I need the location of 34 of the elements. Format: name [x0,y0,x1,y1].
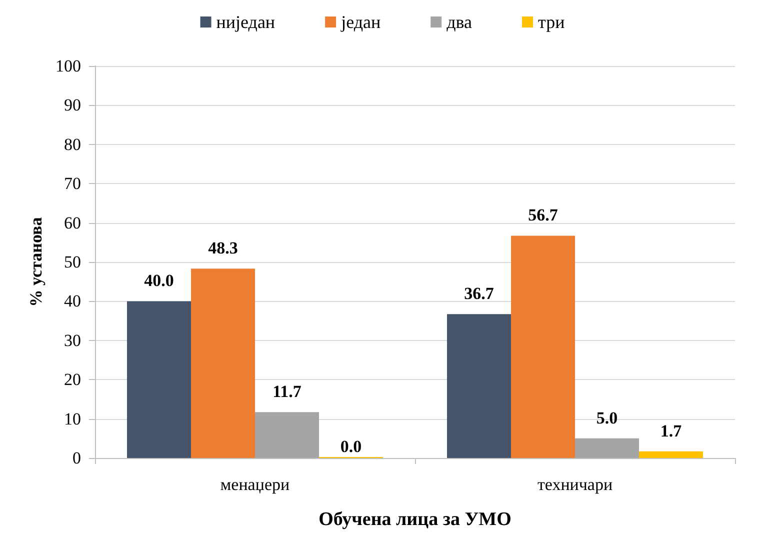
x-tick-label: менаџери [220,475,290,494]
legend-label: један [340,12,381,32]
x-tick-label: техничари [537,475,613,494]
data-label: 36.7 [464,284,494,304]
y-tick-label: 30 [64,330,81,350]
data-label: 48.3 [208,238,238,258]
y-tick-label: 0 [72,448,81,468]
y-axis-title: % установа [26,216,46,307]
data-label: 0.0 [340,437,362,456]
y-tick-label: 80 [64,134,81,154]
bar [255,412,319,458]
y-tick-label: 90 [64,96,81,115]
legend-label: три [538,12,566,32]
data-label: 56.7 [528,206,558,225]
y-tick-label: 50 [64,252,81,272]
bar [639,451,703,458]
data-label: 5.0 [596,408,618,428]
y-tick-label: 60 [64,213,81,232]
y-tick-label: 100 [56,56,81,76]
bar [511,236,575,458]
data-label: 1.7 [660,421,682,440]
legend-label: два [446,12,472,32]
y-tick-label: 70 [64,174,81,194]
y-tick-label: 40 [64,292,81,311]
legend-label: ниједан [216,12,276,32]
y-tick-label: 10 [64,409,81,428]
x-axis-title: Обучена лица за УМО [318,509,512,530]
bar [575,438,639,458]
data-label: 40.0 [144,271,174,290]
bar [191,268,255,458]
y-tick-label: 20 [64,370,81,390]
bar [127,301,191,458]
data-label: 11.7 [272,382,302,402]
bar [447,314,511,458]
